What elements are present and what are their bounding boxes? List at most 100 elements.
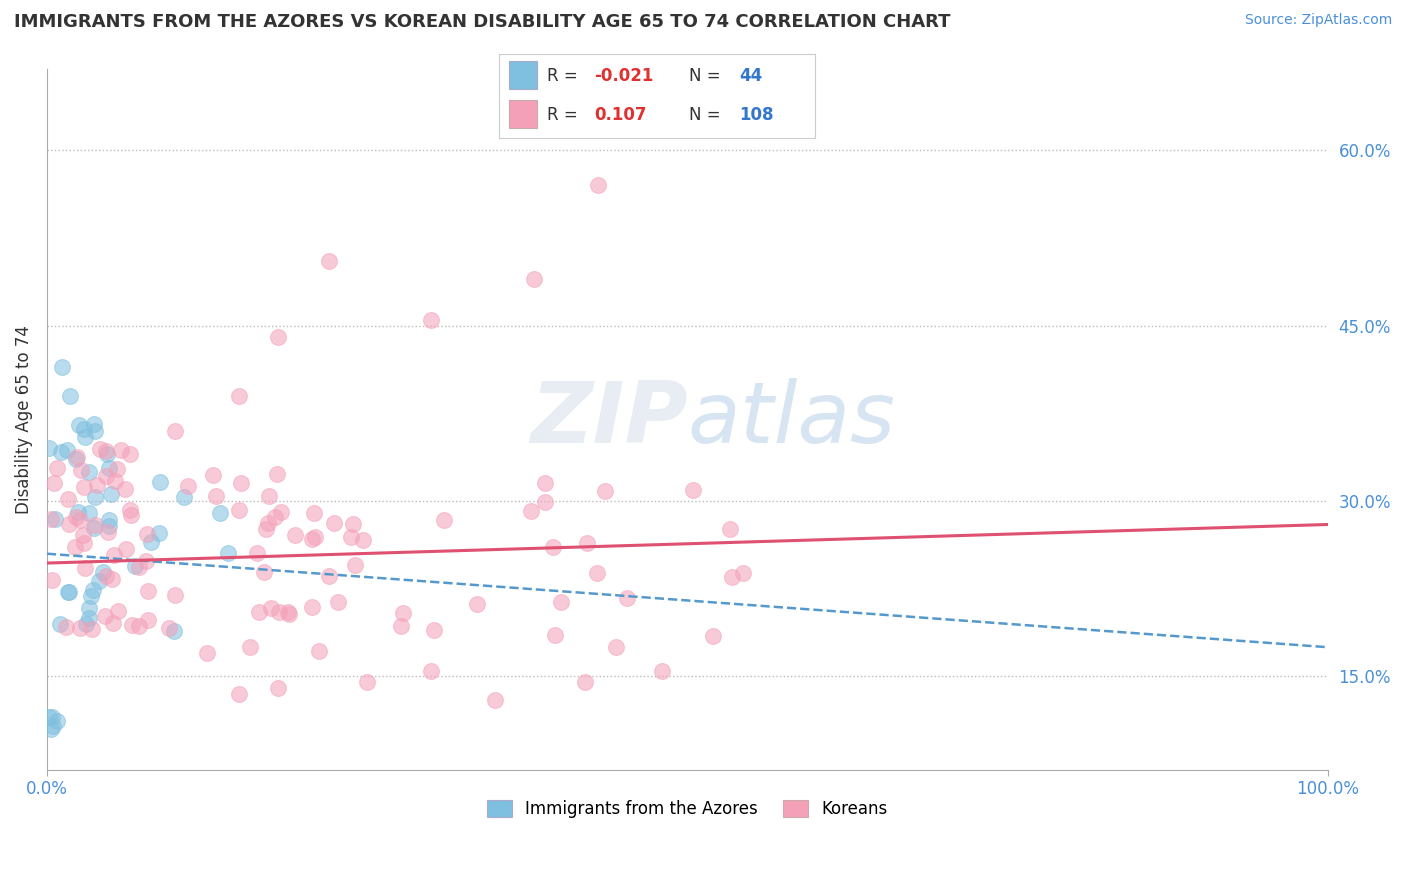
Point [73, 480, 96, 494]
Legend: Immigrants from the Azores, Koreans: Immigrants from the Azores, Koreans [481, 793, 894, 825]
Point [593, 483, 616, 498]
Point [94, 569, 117, 583]
Point [89, 442, 111, 457]
Point [682, 483, 704, 497]
Point [84, 424, 107, 438]
Text: atlas: atlas [688, 377, 896, 461]
Point [118, 447, 141, 461]
Point [519, 504, 541, 518]
Point [65, 510, 87, 524]
Point [228, 687, 250, 701]
Point [55, 620, 77, 634]
Point [97, 461, 120, 475]
Point [73, 422, 96, 436]
Point [702, 628, 724, 642]
Point [101, 615, 124, 630]
Point [177, 479, 200, 493]
Point [121, 617, 143, 632]
Point [56, 492, 79, 507]
Point [586, 178, 609, 193]
Point [148, 525, 170, 540]
Point [534, 494, 557, 508]
Point [69, 621, 91, 635]
Point [77, 465, 100, 479]
Point [72, 528, 94, 542]
Point [56, 584, 79, 599]
Point [550, 594, 572, 608]
Point [533, 475, 555, 490]
Point [352, 533, 374, 548]
Point [318, 568, 340, 582]
Point [301, 532, 323, 546]
Point [541, 540, 564, 554]
Point [65, 451, 87, 466]
Point [48, 616, 70, 631]
Point [42, 476, 65, 491]
Point [124, 559, 146, 574]
Point [228, 503, 250, 517]
Point [246, 546, 269, 560]
Point [420, 664, 443, 678]
Point [66, 505, 89, 519]
Point [266, 330, 288, 344]
Point [118, 503, 141, 517]
Point [253, 566, 276, 580]
Point [97, 513, 120, 527]
Point [247, 605, 270, 619]
Point [163, 588, 186, 602]
Point [544, 628, 567, 642]
Point [135, 554, 157, 568]
Point [97, 524, 120, 539]
Point [136, 613, 159, 627]
Point [97, 518, 120, 533]
Point [465, 597, 488, 611]
Point [38, 710, 60, 724]
Point [356, 675, 378, 690]
Point [731, 566, 754, 581]
Point [484, 693, 506, 707]
Bar [509, 100, 537, 128]
Point [149, 475, 172, 490]
Point [616, 591, 638, 606]
Point [304, 530, 326, 544]
Point [83, 521, 105, 535]
Point [260, 600, 283, 615]
Point [73, 560, 96, 574]
Point [389, 619, 412, 633]
Point [94, 609, 117, 624]
Point [104, 474, 127, 488]
Point [69, 463, 91, 477]
Point [38, 441, 60, 455]
Point [75, 430, 97, 444]
Point [79, 601, 101, 615]
Point [340, 530, 363, 544]
Point [605, 640, 627, 654]
Point [433, 512, 456, 526]
Text: N =: N = [689, 105, 720, 123]
Point [44, 511, 66, 525]
Point [202, 468, 225, 483]
Point [49, 445, 72, 459]
Point [84, 490, 107, 504]
Point [720, 522, 742, 536]
Point [84, 518, 107, 533]
Point [284, 528, 307, 542]
Point [128, 619, 150, 633]
Point [391, 606, 413, 620]
Point [301, 599, 323, 614]
Text: ZIP: ZIP [530, 377, 688, 461]
Point [41, 573, 63, 587]
Text: R =: R = [547, 105, 578, 123]
Point [574, 675, 596, 690]
Point [87, 574, 110, 588]
Point [56, 442, 79, 457]
Point [239, 640, 262, 655]
Point [94, 468, 117, 483]
Point [302, 506, 325, 520]
Point [107, 604, 129, 618]
Text: 108: 108 [740, 105, 775, 123]
Point [42, 718, 65, 732]
Point [39, 512, 62, 526]
Text: R =: R = [547, 67, 578, 85]
Point [79, 590, 101, 604]
